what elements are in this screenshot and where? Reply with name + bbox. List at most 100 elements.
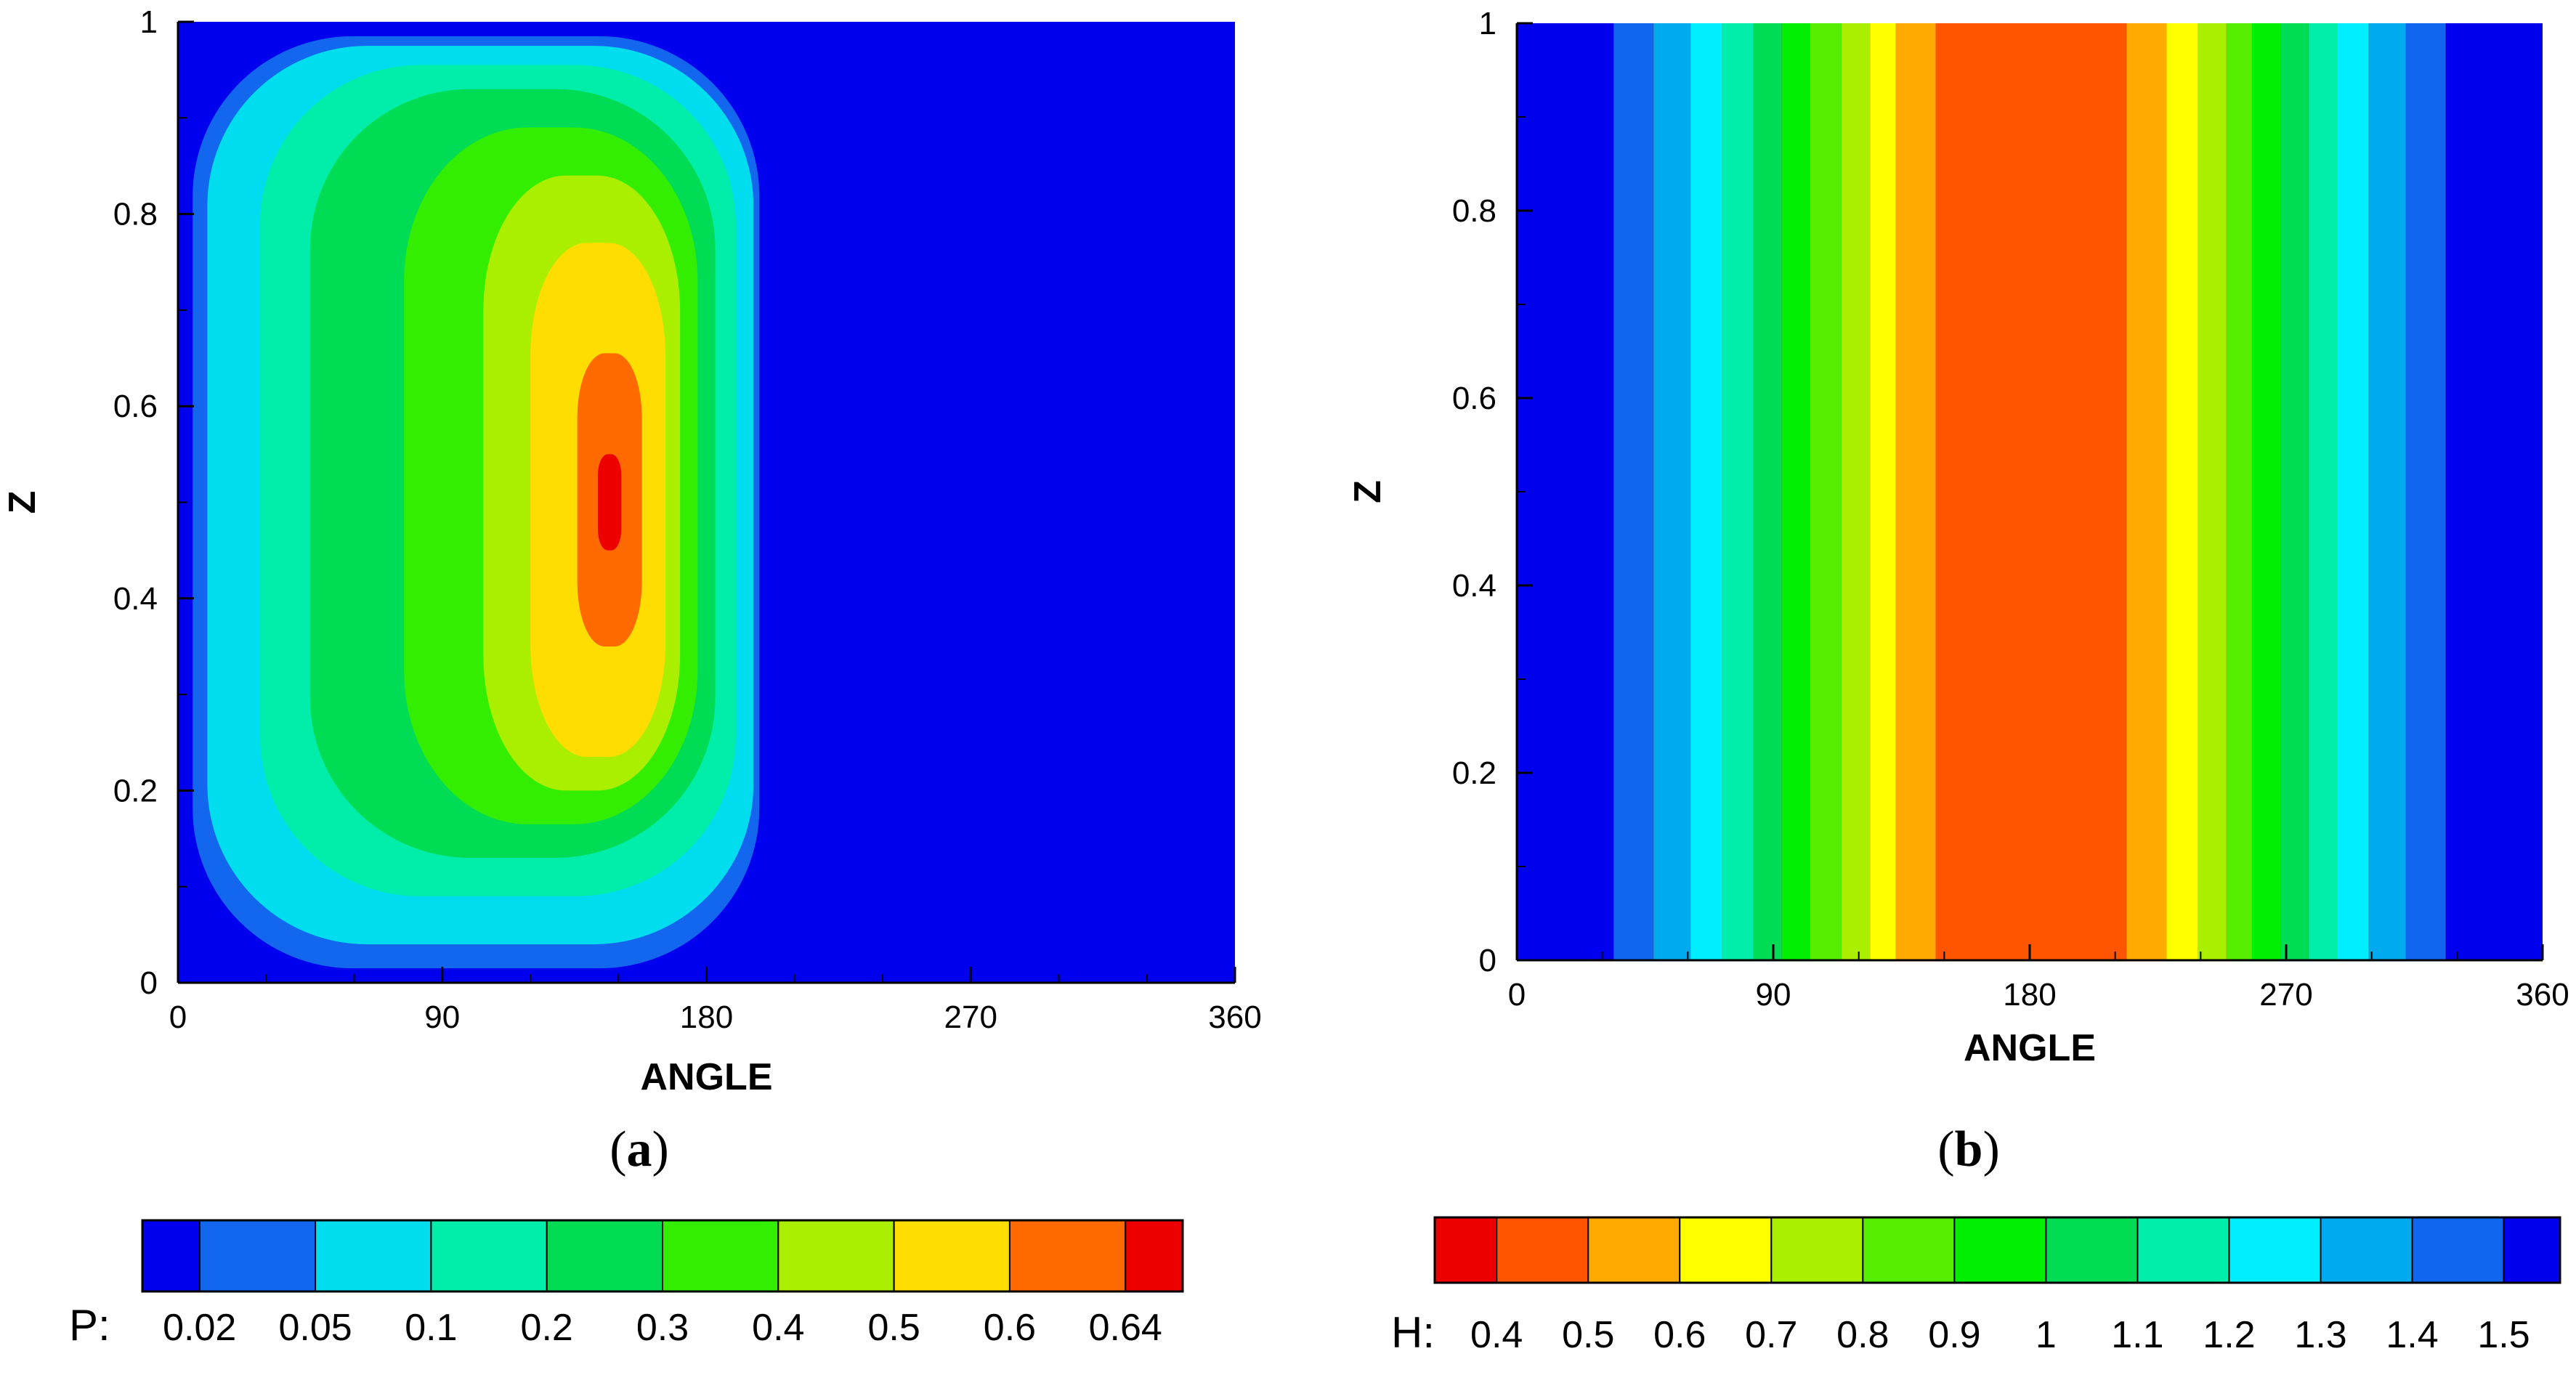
panel-a-x-tick-label-2: 180: [680, 999, 733, 1035]
panel-b-band-18: [2309, 23, 2338, 960]
panel-b-y-tick-label-0: 0: [1479, 943, 1496, 978]
panel-b-colorbar-swatch-2: [1587, 1217, 1681, 1283]
panel-a-colorbar-swatch-6: [777, 1220, 895, 1292]
panel-b: 0 90 180 270 360 0 0.2 0.4 0.6 0.8 1 ANGLE Z (b) H: 0.4…: [1347, 6, 2569, 1357]
panel-a-x-tick-label-0: 0: [169, 999, 187, 1035]
panel-b-colorbar-swatch-10: [2320, 1217, 2413, 1283]
panel-b-colorbar-label-0: 0.4: [1470, 1314, 1523, 1356]
panel-b-band-4: [1722, 23, 1754, 960]
panel-a-colorbar-label-4: 0.3: [636, 1307, 689, 1349]
panel-b-x-tick-label-0: 0: [1508, 977, 1526, 1013]
panel-b-colorbar-label-3: 0.7: [1745, 1314, 1797, 1356]
panel-b-colorbar-swatch-9: [2228, 1217, 2322, 1283]
panel-b-colorbar-swatch-1: [1496, 1217, 1589, 1283]
panel-b-colorbar-label-10: 1.4: [2386, 1314, 2438, 1356]
panel-b-band-21: [2405, 23, 2446, 960]
panel-b-band-2: [1653, 23, 1691, 960]
panel-b-y-tick-label-1: 0.2: [1452, 755, 1496, 791]
panel-a-x-tick-label-1: 90: [424, 999, 460, 1035]
panel-b-band-8: [1842, 23, 1871, 960]
panel-b-y-tick-label-4: 0.8: [1452, 193, 1496, 229]
panel-a-y-tick-label-5: 1: [140, 4, 158, 40]
panel-b-colorbar-label-2: 0.6: [1653, 1314, 1706, 1356]
panel-a-colorbar-label-0: 0.02: [163, 1307, 236, 1349]
panel-b-colorbar-label-1: 0.5: [1562, 1314, 1614, 1356]
panel-a-colorbar-swatch-1: [198, 1220, 317, 1292]
panel-a-colorbar-swatch-2: [315, 1220, 432, 1292]
panel-a-colorbar-swatch-9: [1125, 1220, 1183, 1292]
panel-a-colorbar-label-7: 0.6: [984, 1307, 1036, 1349]
panel-a-colorbar-label-3: 0.2: [521, 1307, 573, 1349]
panel-a-colorbar-label-8: 0.64: [1089, 1307, 1162, 1349]
panel-b-band-15: [2226, 23, 2252, 960]
panel-b-colorbar-label-4: 0.8: [1836, 1314, 1889, 1356]
panel-b-colorbar-label-5: 0.9: [1928, 1314, 1980, 1356]
panel-a-colorbar-swatch-7: [893, 1220, 1010, 1292]
panel-a-colorbar-swatch-5: [662, 1220, 779, 1292]
panel-a-y-tick-label-2: 0.4: [113, 581, 158, 617]
panel-b-colorbar-label-9: 1.3: [2294, 1314, 2346, 1356]
panel-b-band-6: [1781, 23, 1810, 960]
panel-b-x-tick-label-4: 360: [2516, 977, 2569, 1013]
panel-b-y-tick-label-2: 0.4: [1452, 568, 1496, 604]
panel-b-band-14: [2198, 23, 2227, 960]
panel-b-colorbar-prefix: H:: [1391, 1308, 1435, 1357]
panel-a-panel-label: (a): [609, 1122, 669, 1177]
panel-b-x-tick-label-2: 180: [2003, 977, 2056, 1013]
panel-b-colorbar-label-11: 1.5: [2477, 1314, 2530, 1356]
panel-a-colorbar-swatch-0: [142, 1220, 201, 1292]
panel-b-x-tick-label-3: 270: [2259, 977, 2312, 1013]
panel-b-band-19: [2337, 23, 2369, 960]
panel-b-band-0: [1517, 23, 1614, 960]
panel-b-band-20: [2368, 23, 2406, 960]
panel-b-band-11: [1935, 23, 2127, 960]
panel-b-colorbar-swatch-5: [1862, 1217, 1956, 1283]
panel-a-x-axis-title: ANGLE: [641, 1056, 773, 1098]
panel-a-colorbar-label-1: 0.05: [278, 1307, 352, 1349]
panel-b-band-12: [2126, 23, 2167, 960]
panel-a-colorbar-label-5: 0.4: [752, 1307, 804, 1349]
panel-b-colorbar-swatch-6: [1953, 1217, 2047, 1283]
panel-a-y-tick-label-4: 0.8: [113, 197, 158, 232]
panel-b-colorbar-swatch-7: [2045, 1217, 2139, 1283]
panel-b-band-16: [2251, 23, 2281, 960]
panel-b-band-5: [1753, 23, 1782, 960]
panel-b-colorbar-swatch-8: [2136, 1217, 2230, 1283]
panel-b-panel-label: (b): [1937, 1122, 2000, 1177]
panel-b-band-17: [2280, 23, 2309, 960]
panel-b-x-tick-label-1: 90: [1756, 977, 1791, 1013]
panel-b-band-1: [1613, 23, 1654, 960]
panel-a-y-tick-label-3: 0.6: [113, 389, 158, 424]
panel-a-y-tick-label-1: 0.2: [113, 773, 158, 808]
panel-b-colorbar-label-8: 1.2: [2203, 1314, 2255, 1356]
panel-b-colorbar-label-7: 1.1: [2111, 1314, 2163, 1356]
panel-a-y-tick-label-0: 0: [140, 965, 158, 1001]
panel-a-colorbar-frame: [141, 1219, 1184, 1293]
panel-a-x-tick-label-3: 270: [944, 999, 997, 1035]
panel-b-band-3: [1690, 23, 1722, 960]
panel-a-y-axis-title: Z: [1, 491, 44, 514]
panel-b-colorbar-swatch-4: [1770, 1217, 1864, 1283]
panel-b-x-axis-title: ANGLE: [1964, 1027, 2096, 1069]
panel-b-band-9: [1870, 23, 1896, 960]
panel-a-contour-8: [597, 454, 622, 551]
panel-b-y-tick-label-3: 0.6: [1452, 381, 1496, 416]
panel-a-x-tick-label-4: 360: [1208, 999, 1261, 1035]
panel-b-colorbar-label-6: 1: [2036, 1314, 2057, 1356]
panel-b-band-13: [2166, 23, 2198, 960]
panel-b-colorbar-frame: [1433, 1216, 2561, 1284]
panel-b-y-axis-title: Z: [1347, 480, 1389, 503]
panel-a-colorbar-prefix: P:: [69, 1301, 110, 1350]
panel-b-y-tick-label-5: 1: [1479, 6, 1496, 41]
panel-b-band-7: [1810, 23, 1842, 960]
panel-b-colorbar-swatch-3: [1679, 1217, 1773, 1283]
panel-a-colorbar-swatch-8: [1008, 1220, 1127, 1292]
panel-b-colorbar-swatch-11: [2411, 1217, 2505, 1283]
panel-b-colorbar-swatch-12: [2503, 1217, 2561, 1283]
panel-a-colorbar-label-2: 0.1: [405, 1307, 457, 1349]
panel-a-colorbar-label-6: 0.5: [867, 1307, 920, 1349]
panel-b-band-22: [2445, 23, 2543, 960]
panel-b-colorbar-swatch-0: [1434, 1217, 1498, 1283]
panel-b-band-10: [1895, 23, 1936, 960]
